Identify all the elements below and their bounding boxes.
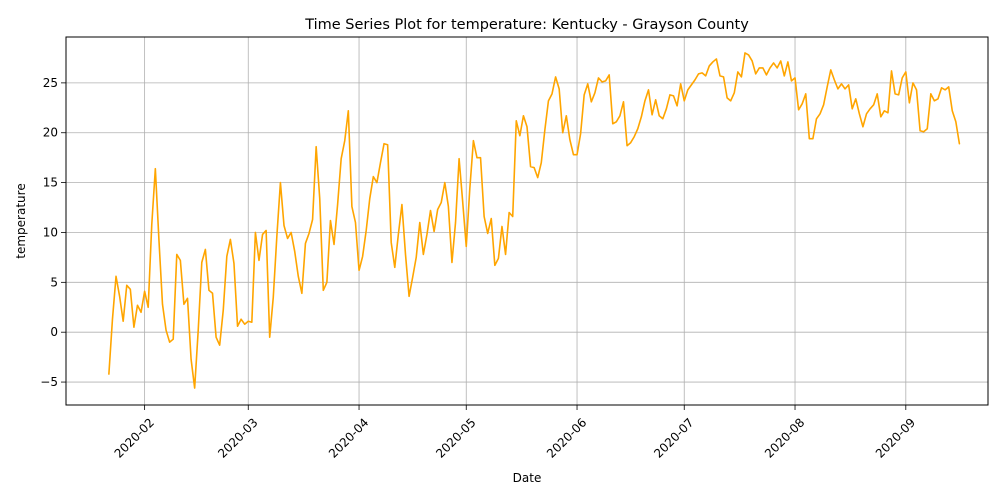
temperature-series-line [108,52,961,389]
y-tick-label: 10 [43,225,58,239]
y-tick-label: 20 [43,126,58,140]
y-axis: −5 0 5 10 15 20 25 [40,76,66,389]
chart-title: Time Series Plot for temperature: Kentuc… [304,17,749,33]
y-tick-label: 5 [50,275,58,289]
y-tick-label: 0 [50,325,58,339]
y-tick-label: 15 [43,176,58,190]
y-tick-label: −5 [40,375,58,389]
plot-frame [65,36,989,406]
y-axis-label: temperature [14,183,28,258]
y-tick-label: 25 [43,76,58,90]
x-axis-label: Date [513,471,542,485]
